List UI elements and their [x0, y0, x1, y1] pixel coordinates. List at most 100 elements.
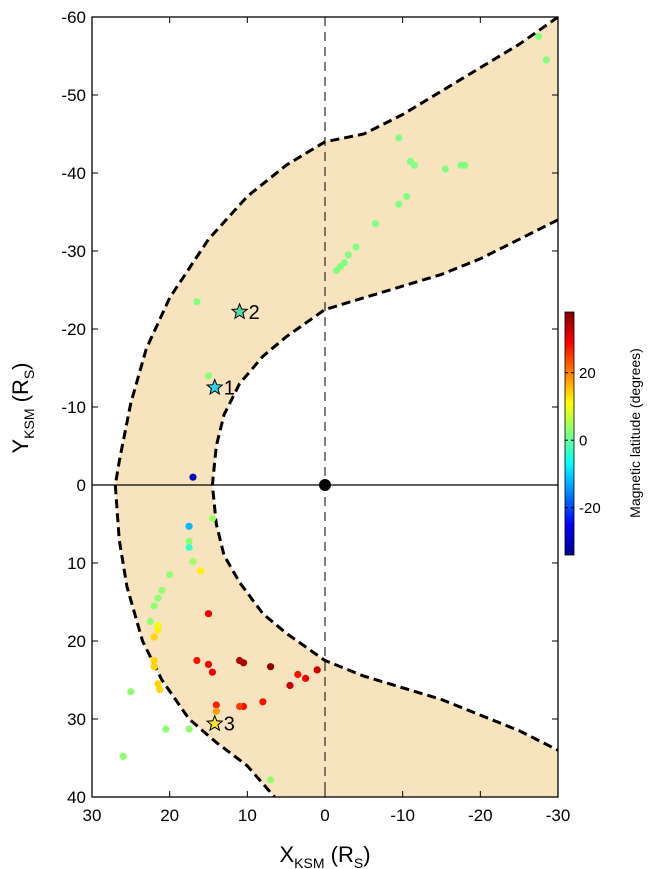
outer-boundary-curve: [113, 17, 558, 797]
data-point: [294, 670, 302, 679]
data-point: [212, 707, 220, 715]
x-tick-label: 30: [83, 806, 102, 825]
data-point: [212, 701, 220, 709]
data-point: [344, 251, 352, 259]
y-axis-title: YKSM (RS): [8, 362, 37, 453]
data-point: [197, 567, 205, 575]
data-point: [313, 666, 321, 674]
x-tick-label: -30: [546, 806, 571, 825]
data-point: [146, 617, 154, 626]
data-point: [185, 725, 193, 733]
data-point: [352, 243, 360, 251]
x-axis-title-unit: (R: [325, 842, 354, 867]
event-star-label: 3: [224, 714, 235, 736]
x-axis-title-main: X: [279, 842, 294, 867]
x-axis-ticks: 30 20 10 0 -10 -20 -30: [83, 17, 571, 825]
x-axis-title-unit-sub: S: [354, 855, 363, 869]
data-point: [371, 220, 380, 228]
data-point: [395, 134, 403, 142]
data-point: [166, 571, 174, 579]
x-tick-label: -10: [390, 806, 415, 825]
y-tick-label: 0: [77, 476, 86, 495]
event-stars: 1 2 3: [205, 302, 260, 736]
data-point: [403, 192, 411, 200]
data-point: [542, 56, 550, 64]
y-tick-label: -40: [61, 164, 86, 183]
y-axis-title-unit: (R: [8, 379, 33, 408]
y-axis-title-unit-sub: S: [21, 370, 37, 379]
data-point: [154, 626, 162, 634]
data-point: [150, 602, 158, 610]
data-point: [185, 537, 193, 545]
colorbar-gradient: [564, 311, 575, 556]
y-tick-label: -10: [61, 398, 86, 417]
event-star: [205, 378, 224, 396]
y-tick-label: 30: [67, 710, 86, 729]
data-point: [127, 688, 135, 696]
data-point: [410, 161, 418, 169]
data-point: [302, 674, 310, 683]
event-star-label: 2: [249, 302, 260, 324]
data-point: [204, 610, 213, 618]
y-tick-label: 10: [67, 554, 86, 573]
inner-boundary-curve: [210, 218, 558, 752]
event-star: [205, 714, 224, 732]
data-point: [267, 776, 275, 784]
colorbar-tick-label: 0: [579, 432, 587, 449]
data-point: [189, 473, 197, 481]
colorbar-tick-label: 20: [579, 365, 596, 382]
data-point: [395, 200, 403, 208]
y-tick-label: 40: [67, 788, 86, 807]
data-points: [119, 32, 550, 784]
y-tick-label: -50: [61, 86, 86, 105]
data-point: [193, 298, 201, 306]
data-point: [267, 663, 275, 671]
data-point: [259, 698, 267, 706]
y-tick-label: -60: [61, 8, 86, 27]
data-point: [119, 752, 127, 761]
colorbar-ticks: 20 0 -20: [565, 365, 601, 517]
data-point: [204, 372, 213, 380]
data-point: [185, 522, 193, 530]
data-point: [162, 725, 170, 733]
data-point: [535, 32, 543, 41]
y-axis-title-unit-close: ): [8, 362, 33, 369]
event-star: [230, 302, 249, 320]
colorbar: 20 0 -20 Magnetic latitude (degrees): [564, 311, 643, 556]
data-point: [150, 633, 158, 641]
data-point: [236, 702, 244, 711]
x-tick-label: 10: [238, 806, 257, 825]
planet-marker: [319, 479, 331, 491]
data-point: [239, 659, 248, 667]
colorbar-label: Magnetic latitude (degrees): [627, 348, 643, 518]
data-point: [193, 656, 201, 665]
data-point: [150, 663, 158, 671]
y-tick-label: -20: [61, 320, 86, 339]
y-tick-label: -30: [61, 242, 86, 261]
data-point: [150, 656, 158, 665]
magnetosheath-region: [115, 17, 558, 797]
data-point: [208, 514, 216, 523]
data-point: [189, 557, 197, 566]
data-point: [154, 594, 162, 602]
data-point: [461, 161, 469, 169]
y-axis-title-sub: KSM: [21, 408, 37, 438]
event-star-label: 1: [224, 378, 235, 400]
data-point: [208, 668, 216, 676]
data-point: [158, 586, 166, 594]
plot-area: 1 2 3: [92, 17, 558, 797]
x-axis-title-sub: KSM: [294, 855, 324, 869]
y-tick-label: 20: [67, 632, 86, 651]
x-axis-title: XKSM (RS): [279, 842, 370, 869]
x-tick-label: 0: [320, 806, 329, 825]
y-axis-title-main: Y: [8, 439, 33, 454]
x-tick-label: 20: [160, 806, 179, 825]
x-axis-title-unit-close: ): [363, 842, 370, 867]
data-point: [441, 165, 449, 173]
data-point: [185, 543, 193, 552]
data-point: [204, 660, 213, 669]
colorbar-tick-label: -20: [579, 500, 601, 517]
data-point: [333, 266, 341, 275]
data-point: [156, 685, 164, 694]
